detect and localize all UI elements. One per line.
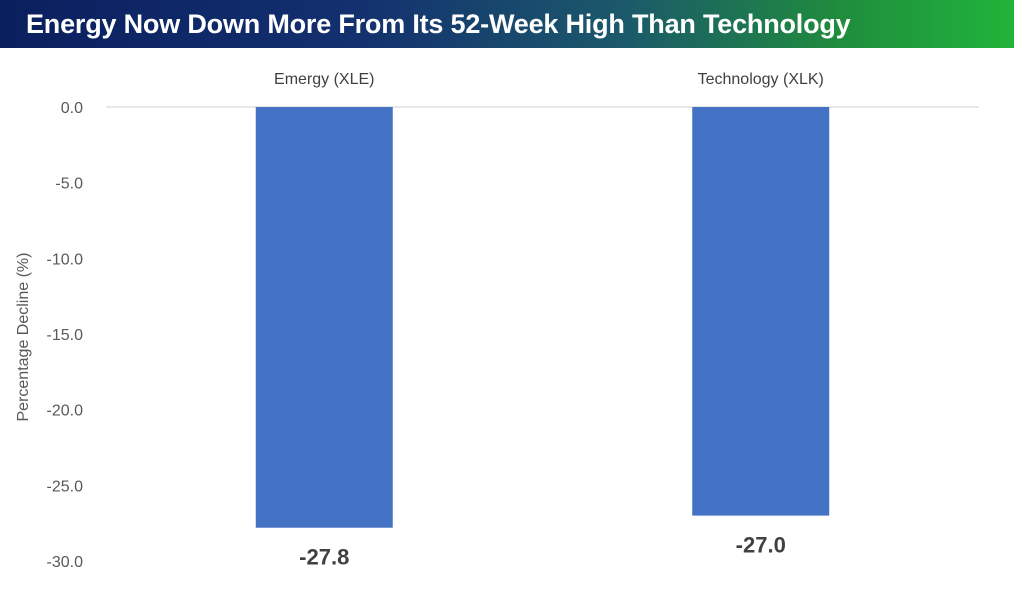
data-label: -27.8 xyxy=(299,545,349,570)
data-label: -27.0 xyxy=(736,533,786,558)
category-label: Emergy (XLE) xyxy=(274,71,374,88)
y-axis-label: Percentage Decline (%) xyxy=(15,253,32,422)
bars xyxy=(255,107,830,528)
y-tick-label: -20.0 xyxy=(47,403,84,420)
category-labels: Emergy (XLE) Technology (XLK) xyxy=(274,71,824,88)
y-tick-label: -5.0 xyxy=(55,176,83,193)
bar xyxy=(692,107,830,516)
y-axis-ticks: 0.0 -5.0 -10.0 -15.0 -20.0 -25.0 -30.0 xyxy=(47,100,84,571)
category-label: Technology (XLK) xyxy=(698,71,824,88)
y-tick-label: -15.0 xyxy=(47,327,84,344)
y-tick-label: -10.0 xyxy=(47,251,84,268)
y-tick-label: -30.0 xyxy=(47,554,84,571)
y-tick-label: 0.0 xyxy=(61,100,83,117)
bar-chart: Percentage Decline (%) 0.0 -5.0 -10.0 -15.0… xyxy=(15,71,979,571)
bar xyxy=(255,107,393,528)
y-tick-label: -25.0 xyxy=(47,478,84,495)
chart-title: Energy Now Down More From Its 52-Week Hi… xyxy=(0,0,1014,48)
data-labels: -27.8 -27.0 xyxy=(299,533,786,570)
